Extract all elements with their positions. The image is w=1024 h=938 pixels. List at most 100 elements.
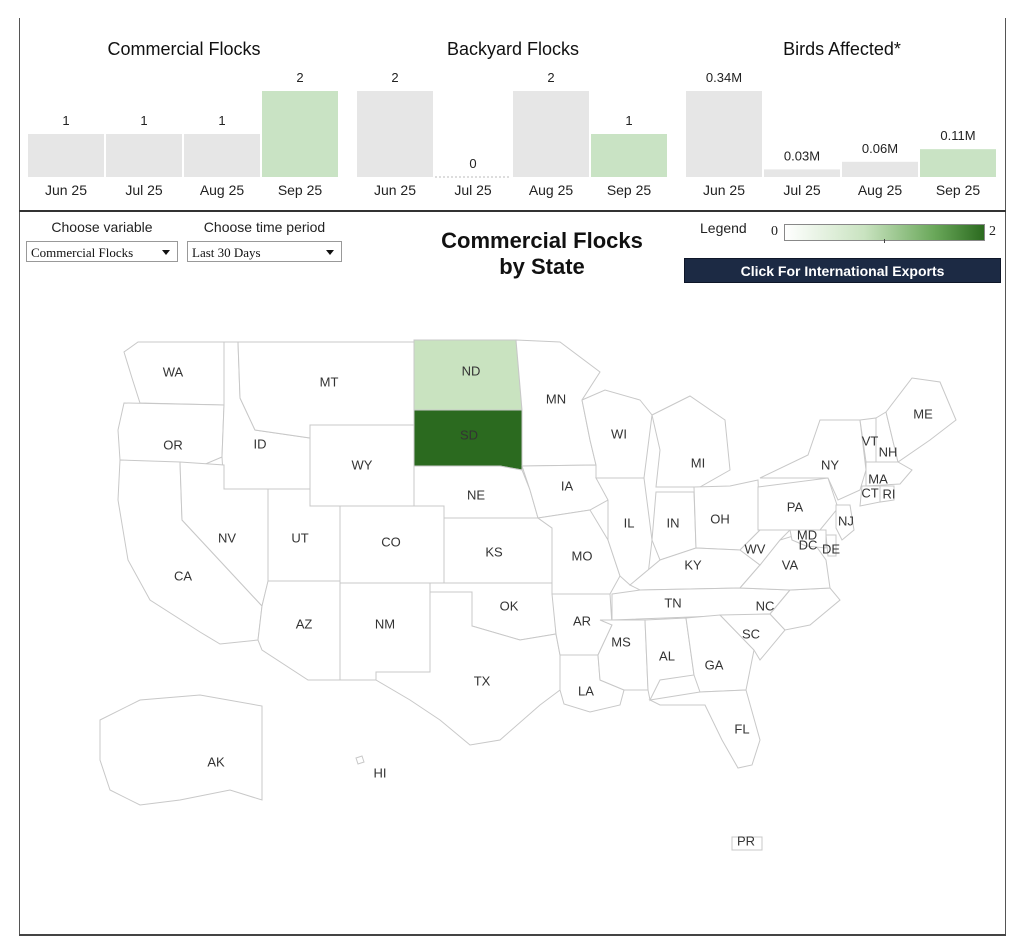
state-hi[interactable] xyxy=(355,755,365,765)
state-label-sd: SD xyxy=(460,427,478,442)
state-label-co: CO xyxy=(381,534,401,549)
bar-value-label: 2 xyxy=(547,70,554,85)
state-label-mi: MI xyxy=(691,455,705,470)
bar-2[interactable] xyxy=(842,161,918,177)
state-label-wv: WV xyxy=(745,541,766,556)
state-or[interactable] xyxy=(117,402,225,469)
state-label-nj: NJ xyxy=(838,513,854,528)
bar-value-label: 1 xyxy=(140,113,147,128)
state-label-nh: NH xyxy=(879,444,898,459)
state-pr[interactable] xyxy=(731,836,763,851)
backyard-flocks-chart: Backyard Flocks 2 Jun 25 0 Jul 25 2 Aug 25 1 Sep… xyxy=(357,30,669,205)
backyard-flocks-svg: Backyard Flocks 2 Jun 25 0 Jul 25 2 Aug 25 1 Sep… xyxy=(357,39,667,198)
bar-3[interactable] xyxy=(920,149,996,177)
state-label-mn: MN xyxy=(546,391,566,406)
state-ma[interactable] xyxy=(865,461,913,487)
period-select[interactable]: Last 30 Days xyxy=(187,241,342,262)
bar-0[interactable] xyxy=(357,91,433,177)
bar-0[interactable] xyxy=(686,91,762,177)
state-label-me: ME xyxy=(913,406,933,421)
state-label-tn: TN xyxy=(664,595,681,610)
state-de[interactable] xyxy=(825,534,837,557)
bar-value-label: 1 xyxy=(625,113,632,128)
bar-value-label: 0.34M xyxy=(706,70,742,85)
map-title: Commercial Flocks by State xyxy=(382,228,702,280)
bar-category-label: Jun 25 xyxy=(45,182,87,198)
choose-variable-label: Choose variable xyxy=(51,219,153,235)
international-exports-button[interactable]: Click For International Exports xyxy=(684,258,1001,283)
state-label-la: LA xyxy=(578,683,594,698)
bar-value-label: 2 xyxy=(391,70,398,85)
state-mi[interactable] xyxy=(651,395,731,488)
birds-affected-chart: Birds Affected* 0.34M Jun 25 0.03M Jul 25 0.0… xyxy=(686,30,998,205)
state-label-tx: TX xyxy=(474,673,491,688)
state-label-vt: VT xyxy=(862,433,879,448)
state-label-ar: AR xyxy=(573,613,591,628)
state-label-sc: SC xyxy=(742,626,760,641)
state-label-ky: KY xyxy=(684,557,702,572)
state-label-ca: CA xyxy=(174,568,192,583)
state-labels: WA OR CA ID NV MT WY UT AZ CO NM ND SD NE KS OK TX MN IA MO… xyxy=(163,363,933,848)
bar-3[interactable] xyxy=(591,134,667,177)
bar-2[interactable] xyxy=(184,134,260,177)
state-label-wa: WA xyxy=(163,364,184,379)
state-shapes xyxy=(99,339,957,851)
bar-0[interactable] xyxy=(28,134,104,177)
legend-tick xyxy=(884,239,885,243)
bar-1[interactable] xyxy=(764,169,840,177)
bar-value-label: 0.11M xyxy=(940,128,975,143)
state-label-pr: PR xyxy=(737,833,755,848)
bar-2[interactable] xyxy=(513,91,589,177)
commercial-flocks-svg: Commercial Flocks 1 Jun 25 1 Jul 25 1 Aug 25 2 S… xyxy=(28,39,338,198)
state-label-ct: CT xyxy=(861,485,878,500)
state-label-nc: NC xyxy=(756,598,775,613)
state-md[interactable] xyxy=(789,529,827,549)
bar-category-label: Jul 25 xyxy=(783,182,821,198)
bar-category-label: Jul 25 xyxy=(454,182,492,198)
state-pa[interactable] xyxy=(757,477,839,531)
bar-value-label: 0 xyxy=(469,156,476,171)
state-label-mo: MO xyxy=(572,548,593,563)
state-mt[interactable] xyxy=(237,341,415,439)
variable-select[interactable]: Commercial Flocks xyxy=(26,241,178,262)
state-label-fl: FL xyxy=(734,721,749,736)
bar-3[interactable] xyxy=(262,91,338,177)
bar-category-label: Aug 25 xyxy=(858,182,903,198)
state-label-il: IL xyxy=(624,515,635,530)
state-label-ga: GA xyxy=(705,657,724,672)
state-label-ma: MA xyxy=(868,471,888,486)
mini-chart-title: Birds Affected* xyxy=(783,39,901,59)
bar-value-label: 2 xyxy=(296,70,303,85)
state-nj[interactable] xyxy=(835,504,855,541)
variable-select-value: Commercial Flocks xyxy=(31,245,134,260)
state-label-ne: NE xyxy=(467,487,485,502)
bar-1[interactable] xyxy=(106,134,182,177)
state-label-ny: NY xyxy=(821,457,839,472)
bar-category-label: Sep 25 xyxy=(936,182,981,198)
bar-category-label: Sep 25 xyxy=(278,182,323,198)
state-label-or: OR xyxy=(163,437,183,452)
bar-value-label: 0.03M xyxy=(784,148,820,163)
state-label-wi: WI xyxy=(611,426,627,441)
state-mo[interactable] xyxy=(536,509,621,595)
state-fl[interactable] xyxy=(648,689,761,769)
state-label-va: VA xyxy=(782,557,799,572)
state-label-ks: KS xyxy=(485,544,503,559)
bar-value-label: 1 xyxy=(62,113,69,128)
state-ri[interactable] xyxy=(879,485,895,503)
state-label-mt: MT xyxy=(320,374,339,389)
state-nm[interactable] xyxy=(339,582,431,681)
state-label-al: AL xyxy=(659,648,675,663)
bar-category-label: Sep 25 xyxy=(607,182,652,198)
state-label-wy: WY xyxy=(352,457,373,472)
bar-category-label: Aug 25 xyxy=(529,182,574,198)
state-label-ms: MS xyxy=(611,634,631,649)
bar-category-label: Aug 25 xyxy=(200,182,245,198)
state-label-hi: HI xyxy=(374,765,387,780)
state-sc[interactable] xyxy=(718,613,786,661)
frame-bottom-border xyxy=(19,934,1006,936)
state-label-dc: DC xyxy=(799,537,818,552)
legend-min: 0 xyxy=(771,224,778,239)
state-ak[interactable] xyxy=(99,694,263,806)
state-label-ut: UT xyxy=(291,530,308,545)
